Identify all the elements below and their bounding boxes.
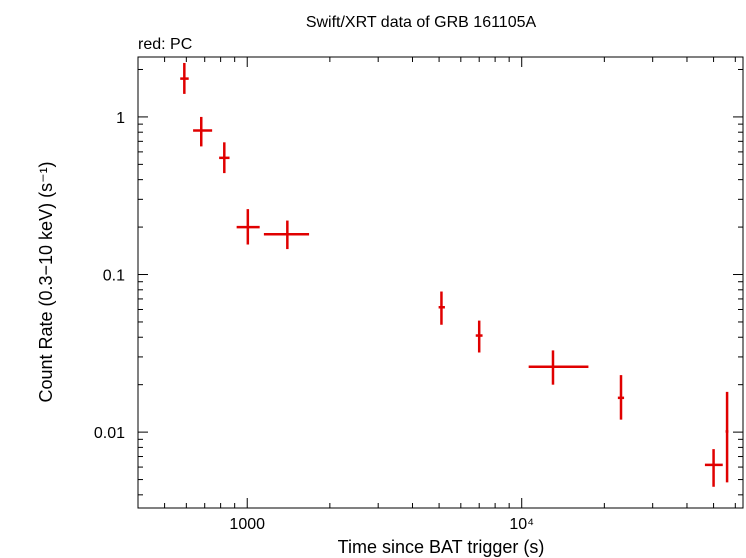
y-tick-label: 1 [116, 110, 125, 127]
data-point [704, 449, 723, 487]
data-points [180, 62, 729, 487]
x-tick-label: 1000 [229, 516, 265, 533]
data-point [180, 62, 189, 94]
chart-title: Swift/XRT data of GRB 161105A [306, 14, 537, 31]
data-point [193, 116, 213, 147]
data-point [475, 320, 483, 353]
y-tick-label: 0.1 [103, 268, 125, 285]
y-tick-label: 0.01 [94, 425, 125, 442]
data-point [725, 391, 729, 483]
data-point [263, 220, 310, 250]
data-point [617, 375, 625, 420]
y-axis-label: Count Rate (0.3−10 keV) (s⁻¹) [36, 161, 56, 402]
y-axis-ticks: 1 0.1 0.01 [94, 68, 743, 496]
data-point [219, 142, 230, 174]
plot-frame [137, 56, 744, 509]
x-tick-label: 10⁴ [509, 516, 534, 533]
data-point [236, 209, 260, 245]
series-legend-label: red: PC [138, 36, 192, 53]
x-axis-label: Time since BAT trigger (s) [338, 537, 545, 557]
data-point [438, 291, 445, 325]
x-axis-ticks: 1000 10⁴ [137, 57, 736, 533]
data-point [528, 350, 589, 385]
